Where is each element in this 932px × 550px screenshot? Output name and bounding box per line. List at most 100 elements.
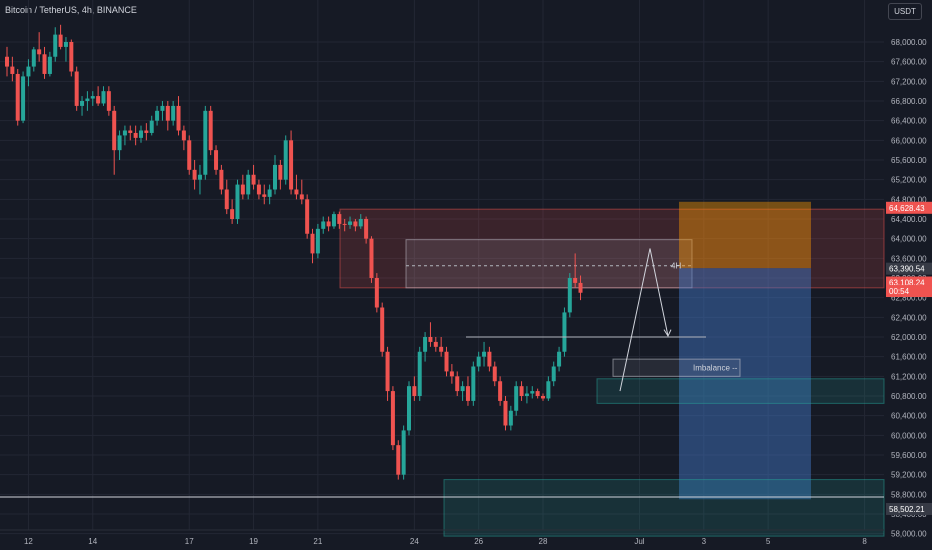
time-tick-label: 19 [249,537,258,546]
price-tick-label: 63,600.00 [891,254,927,263]
candle-body [514,386,519,411]
candle-body [37,49,42,55]
candle-body [122,130,127,136]
drawing-zones [339,201,885,537]
price-label-bg [886,285,932,298]
candle-body [455,376,460,392]
price-tick-label: 65,600.00 [891,156,927,165]
candle-body [358,219,363,227]
candle-body [187,140,192,170]
price-tick-label: 67,200.00 [891,77,927,86]
candle-body [294,189,299,195]
candle-body [267,189,272,197]
price-tick-label: 66,400.00 [891,117,927,126]
time-tick-label: 28 [539,537,548,546]
time-tick-label: 5 [766,537,771,546]
price-tick-label: 62,400.00 [891,313,927,322]
candle-body [181,130,186,141]
price-tick-label: 67,600.00 [891,58,927,67]
price-tick-label: 62,000.00 [891,333,927,342]
candle-body [471,366,476,401]
price-tick-label: 66,800.00 [891,97,927,106]
candle-body [176,105,181,131]
price-label: 58,502.21 [889,505,925,514]
price-label: 63,390.54 [889,265,925,274]
candle-body [331,214,336,227]
candle-body [224,189,229,210]
time-tick-label: 8 [862,537,867,546]
imbalance-label: Imbalance -- [693,364,738,373]
candle-body [230,209,235,219]
price-tick-label: 64,000.00 [891,235,927,244]
candle-body [444,351,449,372]
candle-body [305,199,310,234]
candle-body [412,386,417,396]
candle-body [15,73,20,121]
candle-body [283,140,288,180]
candle-body [315,228,320,254]
price-tick-label: 60,400.00 [891,412,927,421]
candle-body [171,105,176,121]
candle-body [235,184,240,219]
imbalance-box [612,358,741,377]
candle-body [380,307,385,352]
time-tick-label: 24 [410,537,419,546]
time-tick-label: 12 [24,537,33,546]
candle-body [476,356,481,367]
candle-body [460,386,465,392]
candle-body [42,54,47,74]
price-label: 64,628.43 [889,204,925,213]
price-tick-label: 60,800.00 [891,392,927,401]
candle-body [289,140,294,190]
candle-body [310,233,315,254]
candle-body [364,219,369,239]
candle-body [353,221,358,227]
candle-body [449,371,454,377]
candle-body [348,221,353,225]
candle-body [401,430,406,475]
candle-body [85,98,90,101]
candle-body [117,135,122,151]
stop-zone [679,201,811,269]
demand-zone-low [443,479,885,537]
price-tick-label: 65,200.00 [891,176,927,185]
candle-body [342,223,347,225]
candle-body [155,110,160,121]
price-label-bg [886,201,932,214]
candle-body [299,194,304,200]
candle-body [112,110,117,151]
candle-body [139,130,143,138]
demand-zone [596,378,885,404]
price-tick-label: 61,600.00 [891,353,927,362]
candle-body [396,445,401,475]
candles [5,24,583,480]
price-label: 63,108.24 [889,279,925,288]
candle-body [128,130,133,133]
arrow-head [663,329,672,338]
price-tick-label: 64,400.00 [891,215,927,224]
price-tick-label: 58,000.00 [891,530,927,539]
time-tick-label: 14 [88,537,97,546]
candle-body [385,351,390,392]
candle-body [101,91,106,104]
candle-body [541,396,545,399]
candle-body [96,96,101,104]
time-tick-label: 17 [185,537,194,546]
candle-body [578,282,583,293]
candle-body [508,410,513,426]
price-tick-label: 58,800.00 [891,490,927,499]
target-zone [679,268,811,500]
candle-body [337,214,342,224]
candle-body [390,391,395,446]
price-tick-label: 59,200.00 [891,471,927,480]
candle-body [63,42,68,47]
candle-body [417,351,422,396]
candle-body [369,238,374,278]
currency-button[interactable]: USDT [888,3,922,20]
candle-body [69,42,74,72]
time-tick-label: Jul [634,537,644,546]
candle-body [133,132,138,138]
candle-body [530,391,535,394]
